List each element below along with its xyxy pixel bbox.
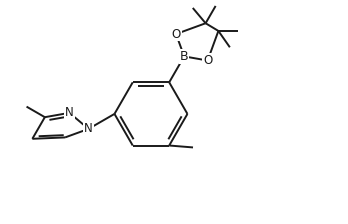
Text: O: O — [203, 54, 212, 67]
Text: N: N — [84, 122, 93, 135]
Text: O: O — [172, 28, 181, 41]
Text: B: B — [180, 50, 189, 63]
Text: N: N — [65, 106, 74, 119]
